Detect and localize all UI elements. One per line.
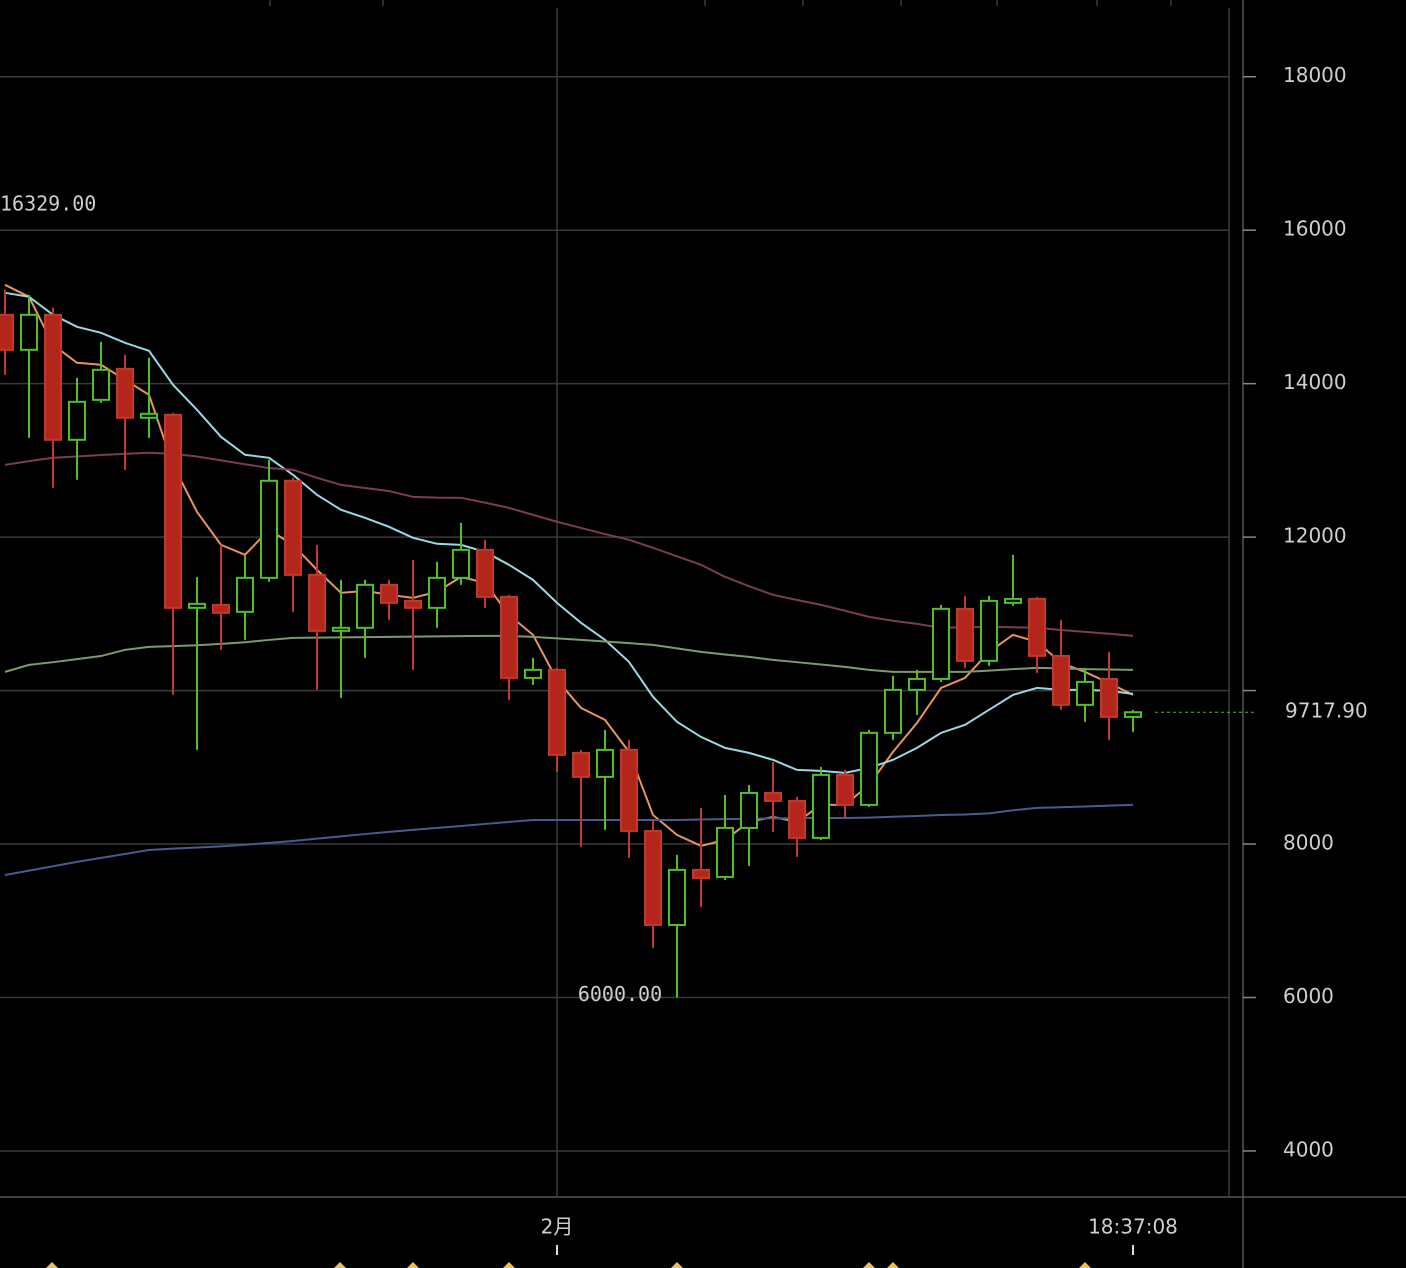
candle-body bbox=[188, 602, 206, 609]
candle-body bbox=[1028, 597, 1046, 657]
candle-body bbox=[476, 548, 494, 598]
candle-body bbox=[68, 400, 86, 441]
x-tick-label: 2月 bbox=[541, 1215, 574, 1239]
candle-body bbox=[92, 368, 110, 401]
y-tick-label: 12000 bbox=[1283, 524, 1347, 548]
candle-body bbox=[1124, 711, 1142, 718]
candle-body bbox=[812, 773, 830, 839]
candle-body bbox=[764, 791, 782, 802]
candle-body bbox=[908, 677, 926, 691]
candle-body bbox=[308, 573, 326, 632]
candle-body bbox=[356, 583, 374, 629]
candle-body bbox=[212, 603, 230, 614]
candle-body bbox=[164, 413, 182, 609]
candle-body bbox=[500, 595, 518, 679]
candle-body bbox=[692, 868, 710, 879]
candle-body bbox=[596, 748, 614, 778]
candle-body bbox=[380, 583, 398, 604]
y-tick-label: 6000 bbox=[1283, 984, 1334, 1008]
candle-body bbox=[116, 367, 134, 419]
current-time: 18:37:08 bbox=[1088, 1215, 1178, 1239]
y-tick-label: 14000 bbox=[1283, 370, 1347, 394]
candle-body bbox=[668, 868, 686, 926]
event-markers bbox=[46, 1262, 1091, 1268]
y-tick-label: 18000 bbox=[1283, 63, 1347, 87]
candle-body bbox=[260, 479, 278, 579]
candle-body bbox=[716, 826, 734, 878]
last-price-label: 9717.90 bbox=[1285, 699, 1368, 723]
candle-body bbox=[332, 626, 350, 632]
moving-average-line bbox=[4, 803, 1134, 876]
candle-body bbox=[884, 688, 902, 734]
candle-body bbox=[452, 548, 470, 579]
candle-body bbox=[1076, 680, 1094, 706]
candle-body bbox=[404, 599, 422, 609]
candle-body bbox=[236, 576, 254, 613]
candle-body bbox=[428, 576, 446, 609]
candle-body bbox=[836, 773, 854, 806]
candle-body bbox=[572, 751, 590, 778]
candle-body bbox=[980, 599, 998, 662]
candle-body bbox=[740, 791, 758, 829]
candle-body bbox=[0, 313, 14, 351]
y-tick-label: 4000 bbox=[1283, 1137, 1334, 1161]
candle-body bbox=[140, 412, 158, 419]
top-ticks bbox=[269, 0, 1172, 6]
candle-body bbox=[524, 668, 542, 679]
candle-body bbox=[44, 313, 62, 441]
candle-body bbox=[788, 799, 806, 839]
moving-average-line bbox=[4, 291, 1134, 774]
candle-body bbox=[932, 607, 950, 680]
moving-average-line bbox=[4, 283, 1134, 848]
candle-body bbox=[1004, 597, 1022, 604]
candle-body bbox=[644, 829, 662, 926]
price-annotation: 16329.00 bbox=[0, 191, 96, 215]
candle-body bbox=[548, 668, 566, 756]
candle-body bbox=[1052, 654, 1070, 706]
candle-body bbox=[20, 313, 38, 351]
candle-body bbox=[620, 748, 638, 832]
price-annotation: 6000.00 bbox=[578, 982, 662, 1006]
candle-body bbox=[1100, 677, 1118, 718]
candle-body bbox=[956, 607, 974, 662]
y-tick-label: 8000 bbox=[1283, 831, 1334, 855]
candle-body bbox=[284, 479, 302, 576]
candle-body bbox=[860, 731, 878, 806]
y-tick-label: 16000 bbox=[1283, 217, 1347, 241]
